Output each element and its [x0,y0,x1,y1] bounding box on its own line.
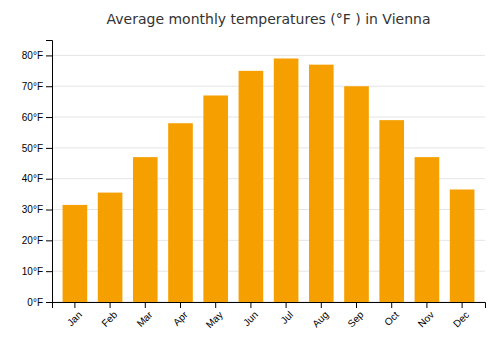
y-tick: 80°F [22,50,52,61]
axis-line [46,41,53,303]
y-tick-mark [46,86,52,87]
y-tick-label: 0°F [27,297,43,308]
x-tick-mark [145,302,146,308]
grid-line [52,86,485,87]
bar [133,157,158,302]
x-tick: Dec [451,302,471,329]
x-tick-mark [180,302,181,308]
x-tick-mark [321,302,322,308]
y-tick: 50°F [22,143,52,154]
y-tick-label: 20°F [22,235,43,246]
y-tick-mark [46,302,52,303]
x-tick-label: Aug [310,309,330,329]
x-tick-label: Mar [135,309,155,329]
bar [309,65,334,302]
x-tick: Apr [171,302,190,328]
x-tick-label: Dec [451,309,471,329]
y-axis: 0°F 10°F 20°F 30°F 40°F 50°F 60°F 70°F 80°F [22,41,53,308]
x-axis: Jan Feb Mar Apr May Jun Jul Aug Sep Oct Nov Dec [53,302,486,330]
grid-line [52,117,485,118]
x-tick-label: Feb [99,309,119,329]
bar [168,123,193,302]
x-tick-label: Nov [416,309,436,329]
y-tick: 10°F [22,266,52,277]
bars [63,58,475,302]
grid [52,55,485,302]
x-tick-label: May [204,309,225,330]
y-tick-mark [46,271,52,272]
x-tick-mark [110,302,111,308]
plot: Jan Feb Mar Apr May Jun Jul Aug Sep Oct Nov Dec 0°F 1… [22,41,486,331]
y-tick-label: 70°F [22,81,43,92]
grid-line [52,55,485,56]
x-tick: Nov [416,302,436,329]
x-tick-mark [356,302,357,308]
y-tick: 20°F [22,235,52,246]
y-tick-label: 40°F [22,173,43,184]
y-tick-label: 60°F [22,112,43,123]
y-tick-mark [46,117,52,118]
y-tick: 30°F [22,204,52,215]
x-tick: May [204,302,225,330]
y-tick-mark [46,55,52,56]
x-tick: Jan [65,302,84,328]
x-tick: Aug [310,302,330,329]
y-tick: 60°F [22,112,52,123]
x-tick-label: Jul [278,309,295,326]
y-tick-mark [46,148,52,149]
x-tick-label: Jan [65,309,84,328]
y-tick-label: 30°F [22,204,43,215]
x-tick-mark [286,302,287,308]
title: Average monthly temperatures (°F ) in Vi… [107,11,431,27]
y-tick-label: 50°F [22,143,43,154]
y-tick-label: 80°F [22,50,43,61]
y-tick-mark [46,179,52,180]
y-tick: 40°F [22,173,52,184]
chart: Jan Feb Mar Apr May Jun Jul Aug Sep Oct Nov Dec 0°F 1… [0,0,500,350]
y-tick-mark [46,240,52,241]
x-tick-label: Sep [345,309,366,330]
x-tick-mark [426,302,427,308]
x-tick: Oct [382,302,401,328]
x-tick-mark [462,302,463,308]
x-tick-label: Apr [171,309,190,328]
x-tick: Jun [241,302,260,328]
bar [203,95,228,302]
y-tick: 70°F [22,81,52,92]
bar [450,189,475,302]
bar [415,157,440,302]
y-tick: 0°F [27,297,52,308]
bar [344,86,369,302]
x-tick: Jul [278,302,295,326]
axis-line [53,303,486,309]
grid-line [52,147,485,148]
bar [379,120,404,302]
x-tick-mark [250,302,251,308]
x-tick: Feb [99,302,119,329]
bar [63,205,88,302]
x-tick: Sep [345,302,366,329]
x-tick-label: Oct [382,309,401,328]
x-tick-mark [215,302,216,308]
x-tick-mark [74,302,75,308]
bar [239,71,264,302]
bar [98,193,123,302]
x-tick-mark [391,302,392,308]
x-tick-label: Jun [241,309,260,328]
bar [274,58,299,302]
x-tick: Mar [135,302,155,329]
y-tick-label: 10°F [22,266,43,277]
y-tick-mark [46,210,52,211]
